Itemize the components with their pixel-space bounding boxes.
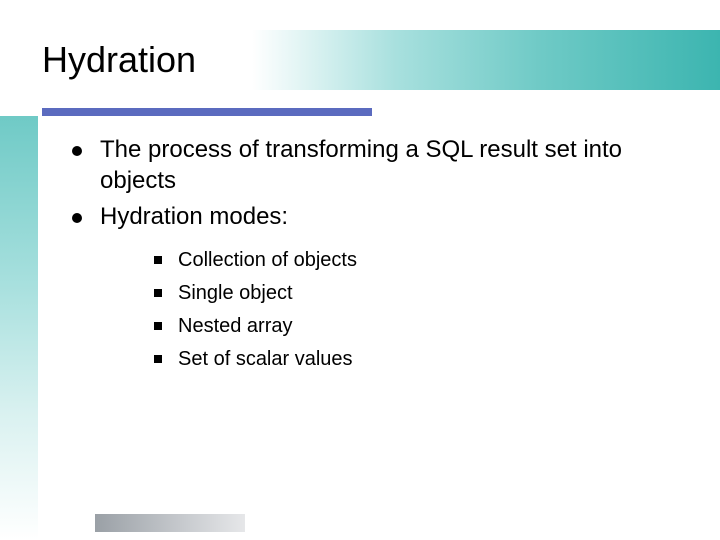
sub-text: Single object	[178, 282, 293, 304]
bullet-text: The process of transforming a SQL result…	[100, 136, 622, 194]
accent-bar	[42, 108, 372, 116]
sub-text: Set of scalar values	[178, 348, 353, 370]
sub-item: Nested array	[152, 313, 688, 340]
slide: Hydration The process of transforming a …	[0, 0, 720, 540]
sub-list: Collection of objects Single object Nest…	[152, 247, 688, 373]
bullet-item: The process of transforming a SQL result…	[68, 135, 688, 196]
sub-item: Set of scalar values	[152, 346, 688, 373]
content-area: The process of transforming a SQL result…	[68, 135, 688, 379]
sub-item: Single object	[152, 280, 688, 307]
sub-item: Collection of objects	[152, 247, 688, 274]
footer-bar	[95, 514, 245, 532]
sub-text: Nested array	[178, 315, 293, 337]
slide-title: Hydration	[42, 30, 196, 90]
bullet-list: The process of transforming a SQL result…	[68, 135, 688, 373]
bullet-item: Hydration modes: Collection of objects S…	[68, 202, 688, 373]
sub-text: Collection of objects	[178, 249, 357, 271]
side-gradient	[0, 116, 38, 540]
bullet-text: Hydration modes:	[100, 203, 288, 230]
